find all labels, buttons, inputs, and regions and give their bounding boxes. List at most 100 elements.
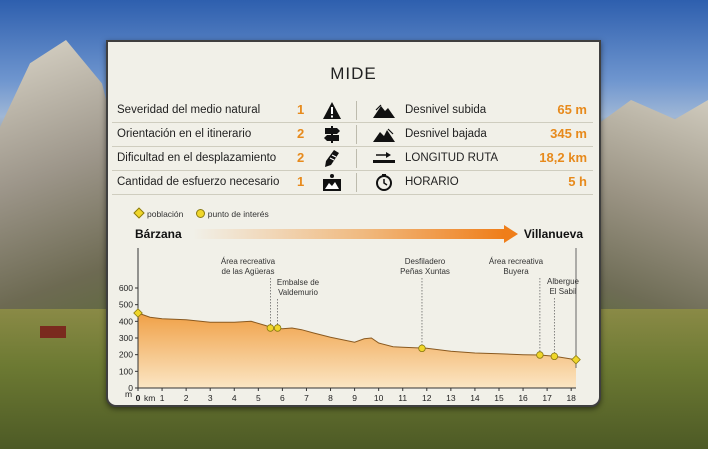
x-tick-label: 4 [232,393,237,403]
poi-label-line: Área recreativa [221,257,276,266]
stat-cell: HORARIO 5 h [358,171,593,194]
signpost-icon [324,126,340,143]
mide-cell: Severidad del medio natural 1 [112,99,356,122]
x-tick-label: 3 [208,393,213,403]
mide-value: 2 [297,150,305,165]
poi-marker [550,352,559,361]
poi-marker [273,324,282,332]
legend-poblacion: población [133,207,184,219]
profile-area [138,313,576,388]
stat-label: Desnivel bajada [405,128,487,140]
mide-row: Dificultad en el desplazamiento 2 LONGIT… [112,147,593,171]
poi-label-line: El Sabil [549,287,576,296]
poi-label: Área recreativa de las Agüeras [221,257,276,276]
route-info-panel: MIDE Severidad del medio natural 1 Desni… [106,40,601,407]
column-divider [356,173,357,192]
x-tick-label: 14 [470,393,480,403]
legend-label: punto de interés [207,209,269,219]
poi-label: Embalse de Valdemurio [277,278,320,297]
poi-label-line: Valdemurio [278,288,318,297]
column-divider [356,101,357,120]
legend-punto: punto de interés [195,209,269,219]
mide-label: Severidad del medio natural [117,104,261,116]
poi-label: Desfiladero Peñas Xuntas [400,257,450,276]
x-tick-label: 11 [398,393,407,403]
distance-icon [373,152,395,163]
poi-marker [266,324,275,332]
poi-marker [418,344,426,353]
x-tick-label: 17 [542,393,552,403]
mide-value: 1 [297,102,305,117]
profile-line [137,312,577,361]
x-tick-label: 9 [352,393,357,403]
stat-value: 65 m [557,102,587,117]
route-start: Bárzana [135,227,182,241]
stat-cell: Desnivel bajada 345 m [358,123,593,146]
y-tick-label: 100 [119,366,133,376]
column-divider [356,149,357,168]
mide-table: Severidad del medio natural 1 Desnivel s… [112,99,593,195]
legend-label: población [147,209,184,219]
poi-label-line: Desfiladero [405,257,446,266]
x-tick-label: 0 [136,393,141,403]
mide-label: Cantidad de esfuerzo necesario [117,176,280,188]
mide-cell: Dificultad en el desplazamiento 2 [112,147,356,170]
x-tick-label: 7 [304,393,309,403]
chart-legend: población punto de interés [133,207,279,219]
route-end: Villanueva [523,227,583,241]
x-tick-label: 13 [446,393,456,403]
mide-cell: Orientación en el itinerario 2 [112,123,356,146]
mide-value: 2 [297,126,305,141]
panel-title: MIDE [330,64,377,83]
mide-value: 1 [297,174,305,189]
mountain-right [598,100,708,340]
stat-label: LONGITUD RUTA [405,152,499,164]
x-tick-label: 5 [256,393,261,403]
y-axis-unit: m [125,389,132,399]
town-marker [133,308,143,318]
stat-cell: Desnivel subida 65 m [358,99,593,122]
x-tick-label: 15 [494,393,504,403]
mountain-left [0,40,120,330]
poi-marker [536,351,544,359]
stat-value: 345 m [550,126,587,141]
y-tick-label: 500 [119,300,133,310]
mide-cell: Cantidad de esfuerzo necesario 1 [112,171,356,194]
y-tick-label: 0 [128,383,133,393]
warning-icon [323,102,341,119]
effort-icon [323,174,341,191]
y-tick-label: 400 [119,316,133,326]
x-tick-label: 6 [280,393,285,403]
poi-label: Área recreativa Buyera [489,257,544,276]
poi-label-line: Embalse de [277,278,320,287]
column-divider [356,125,357,144]
poi-label-line: Buyera [503,267,529,276]
poi-label-line: de las Agüeras [222,267,275,276]
y-tick-label: 200 [119,350,133,360]
ascent-icon [373,104,395,118]
mide-label: Orientación en el itinerario [117,128,252,140]
x-tick-label: 10 [374,393,384,403]
x-tick-label: 18 [566,393,576,403]
x-tick-label: 16 [518,393,528,403]
x-tick-label: 12 [422,393,432,403]
x-tick-label: 1 [160,393,165,403]
y-tick-label: 600 [119,283,133,293]
farmhouse [40,326,66,338]
stat-label: Desnivel subida [405,104,487,116]
stat-value: 5 h [568,174,587,189]
route-arrow [193,229,504,239]
mide-row: Orientación en el itinerario 2 Desnivel … [112,123,593,147]
stat-cell: LONGITUD RUTA 18,2 km [358,147,593,170]
arrow-head-icon [504,225,518,243]
mide-label: Dificultad en el desplazamiento [117,152,277,164]
stat-label: HORARIO [405,176,459,188]
stat-value: 18,2 km [539,150,587,165]
poi-label: Albergue El Sabil [547,277,580,296]
town-marker [571,354,581,365]
descent-icon [373,128,395,142]
clock-icon [376,174,392,191]
poi-label-line: Albergue [547,277,580,286]
x-tick-label: 2 [184,393,189,403]
